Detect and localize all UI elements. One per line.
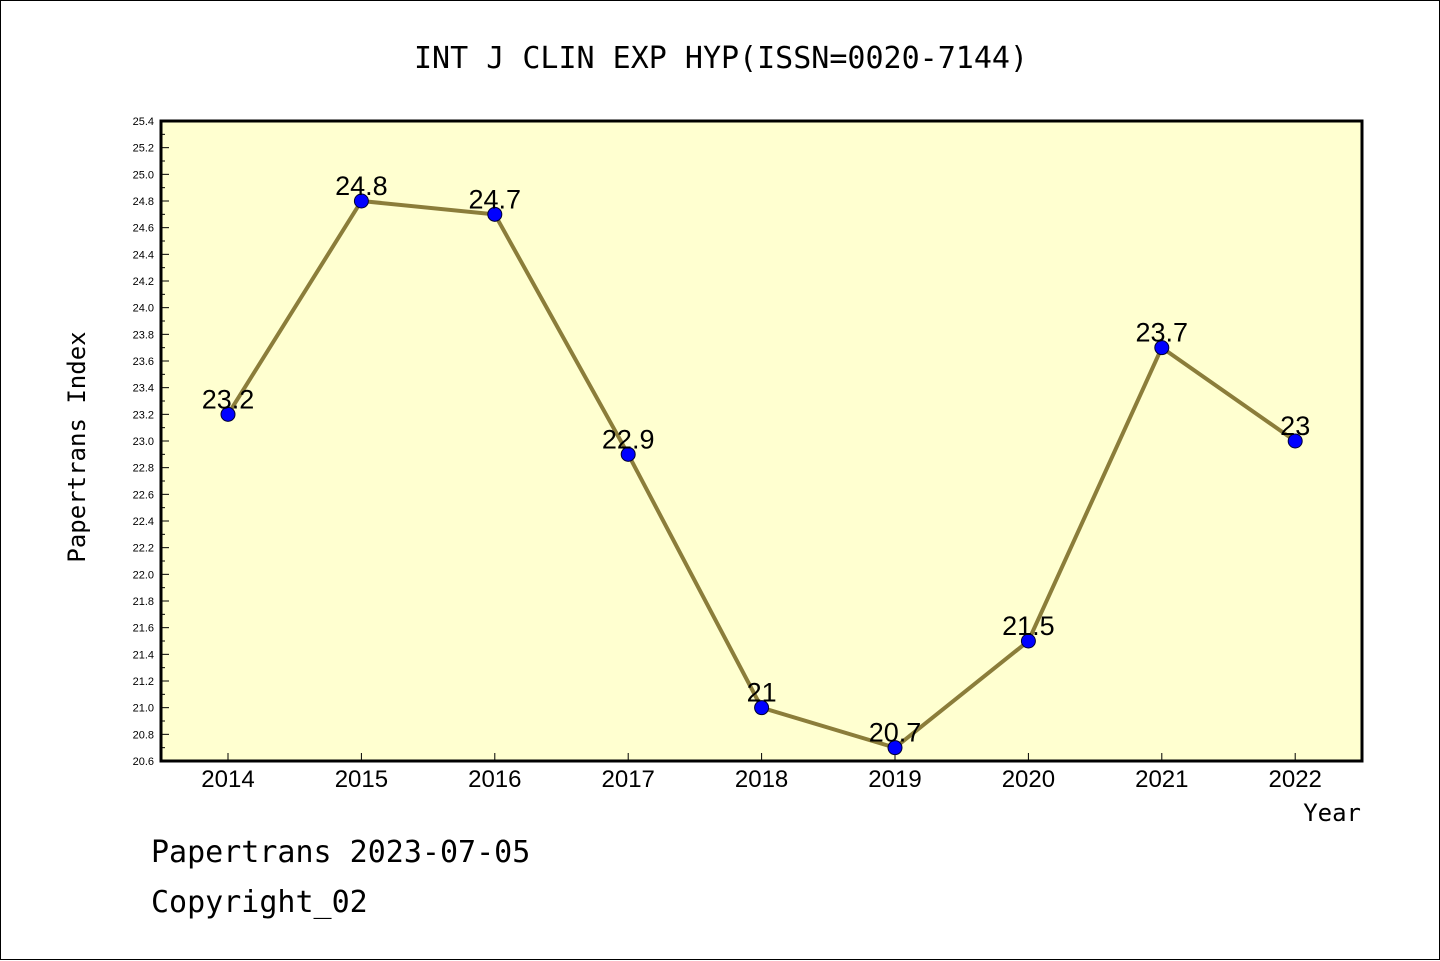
chart-title: INT J CLIN EXP HYP(ISSN=0020-7144) [414, 41, 1028, 76]
data-markers [220, 193, 1303, 756]
data-label: 21.5 [1002, 611, 1055, 641]
data-label: 24.8 [335, 171, 388, 201]
data-label: 23.2 [202, 384, 255, 414]
y-tick-label: 22.2 [133, 543, 154, 555]
data-point [1287, 433, 1303, 449]
y-tick-label: 24.6 [133, 223, 154, 235]
y-tick-label: 24.8 [133, 196, 154, 208]
y-tick-label: 21.2 [133, 676, 154, 688]
data-point [620, 446, 636, 462]
y-tick-label: 24.0 [133, 303, 154, 315]
data-point [754, 700, 770, 716]
y-tick-label: 21.4 [133, 649, 154, 661]
data-point [1020, 633, 1036, 649]
plot-area [161, 121, 1362, 761]
x-tick-label: 2017 [602, 766, 655, 793]
data-label: 23 [1280, 411, 1310, 441]
y-tick-label: 23.6 [133, 356, 154, 368]
data-point [220, 406, 236, 422]
y-tick-label: 23.8 [133, 329, 154, 341]
y-tick-label: 20.8 [133, 729, 154, 741]
data-point [1154, 340, 1170, 356]
x-tick-label: 2019 [868, 766, 921, 793]
data-label: 22.9 [602, 424, 655, 454]
footer-date: Papertrans 2023-07-05 [151, 835, 531, 870]
x-tick-label: 2022 [1269, 766, 1322, 793]
y-tick-label: 22.6 [133, 489, 154, 501]
y-tick-label: 21.0 [133, 703, 154, 715]
y-tick-label: 21.8 [133, 596, 154, 608]
data-label: 24.7 [469, 184, 522, 214]
x-axis-title: Year [1303, 799, 1361, 827]
x-tick-label: 2014 [201, 766, 254, 793]
y-tick-label: 24.4 [133, 249, 154, 261]
y-tick-label: 22.0 [133, 569, 154, 581]
x-tick-label: 2018 [735, 766, 788, 793]
x-tick-label: 2020 [1002, 766, 1055, 793]
y-tick-label: 23.0 [133, 436, 154, 448]
y-tick-label: 25.4 [133, 116, 154, 128]
x-tick-label: 2016 [468, 766, 521, 793]
y-tick-label: 25.0 [133, 169, 154, 181]
data-point [487, 206, 503, 222]
y-axis-labels: 20.6 20.8 21.0 21.2 21.4 21.6 21.8 22.0 22.2 22.4… [133, 116, 154, 768]
data-label: 20.7 [869, 718, 922, 748]
y-tick-label: 22.4 [133, 516, 154, 528]
data-label: 23.7 [1136, 318, 1189, 348]
data-point [353, 193, 369, 209]
y-tick-label: 23.2 [133, 409, 154, 421]
y-axis-title: Papertrans Index [63, 331, 91, 562]
data-label: 21 [747, 678, 777, 708]
plot-border [159, 119, 1364, 763]
y-tick-label: 22.8 [133, 463, 154, 475]
y-tick-label: 23.4 [133, 383, 154, 395]
x-tick-label: 2015 [335, 766, 388, 793]
x-tick-label: 2021 [1135, 766, 1188, 793]
y-tick-label: 24.2 [133, 276, 154, 288]
y-tick-label: 25.2 [133, 143, 154, 155]
y-tick-label: 20.6 [133, 756, 154, 768]
x-axis-labels: 2014 2015 2016 2017 2018 2019 2020 2021 2022 [201, 766, 1322, 793]
footer-copyright: Copyright_02 [151, 885, 368, 920]
data-labels: 23.2 24.8 24.7 22.9 21 20.7 21.5 23.7 23 [202, 171, 1311, 748]
y-tick-label: 21.6 [133, 623, 154, 635]
data-point [887, 740, 903, 756]
